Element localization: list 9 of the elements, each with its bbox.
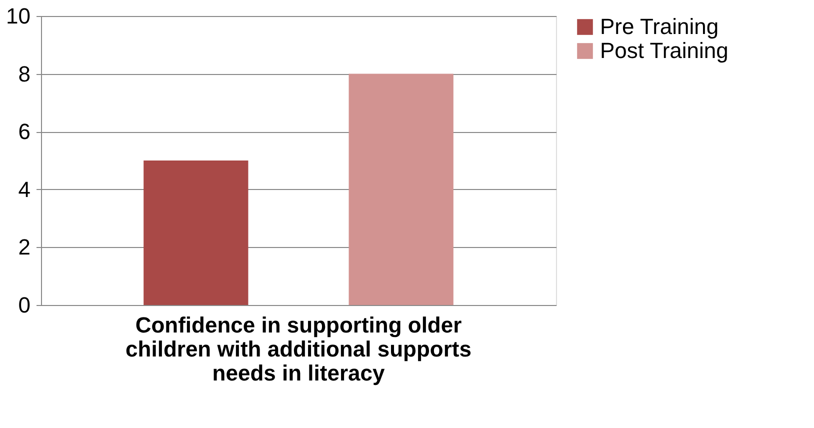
legend-label: Post Training <box>600 38 728 63</box>
y-tick-label: 6 <box>18 119 30 144</box>
y-tick-label: 4 <box>18 176 30 202</box>
x-tick-label: Confidence in supporting older children with additional supports needs in literacy <box>126 312 472 386</box>
y-tick-label: 10 <box>6 4 30 28</box>
y-tick-label: 8 <box>18 61 30 86</box>
legend-label: Pre Training <box>600 14 719 39</box>
y-tick-label: 0 <box>18 292 30 318</box>
y-tick-label: 2 <box>18 234 30 260</box>
